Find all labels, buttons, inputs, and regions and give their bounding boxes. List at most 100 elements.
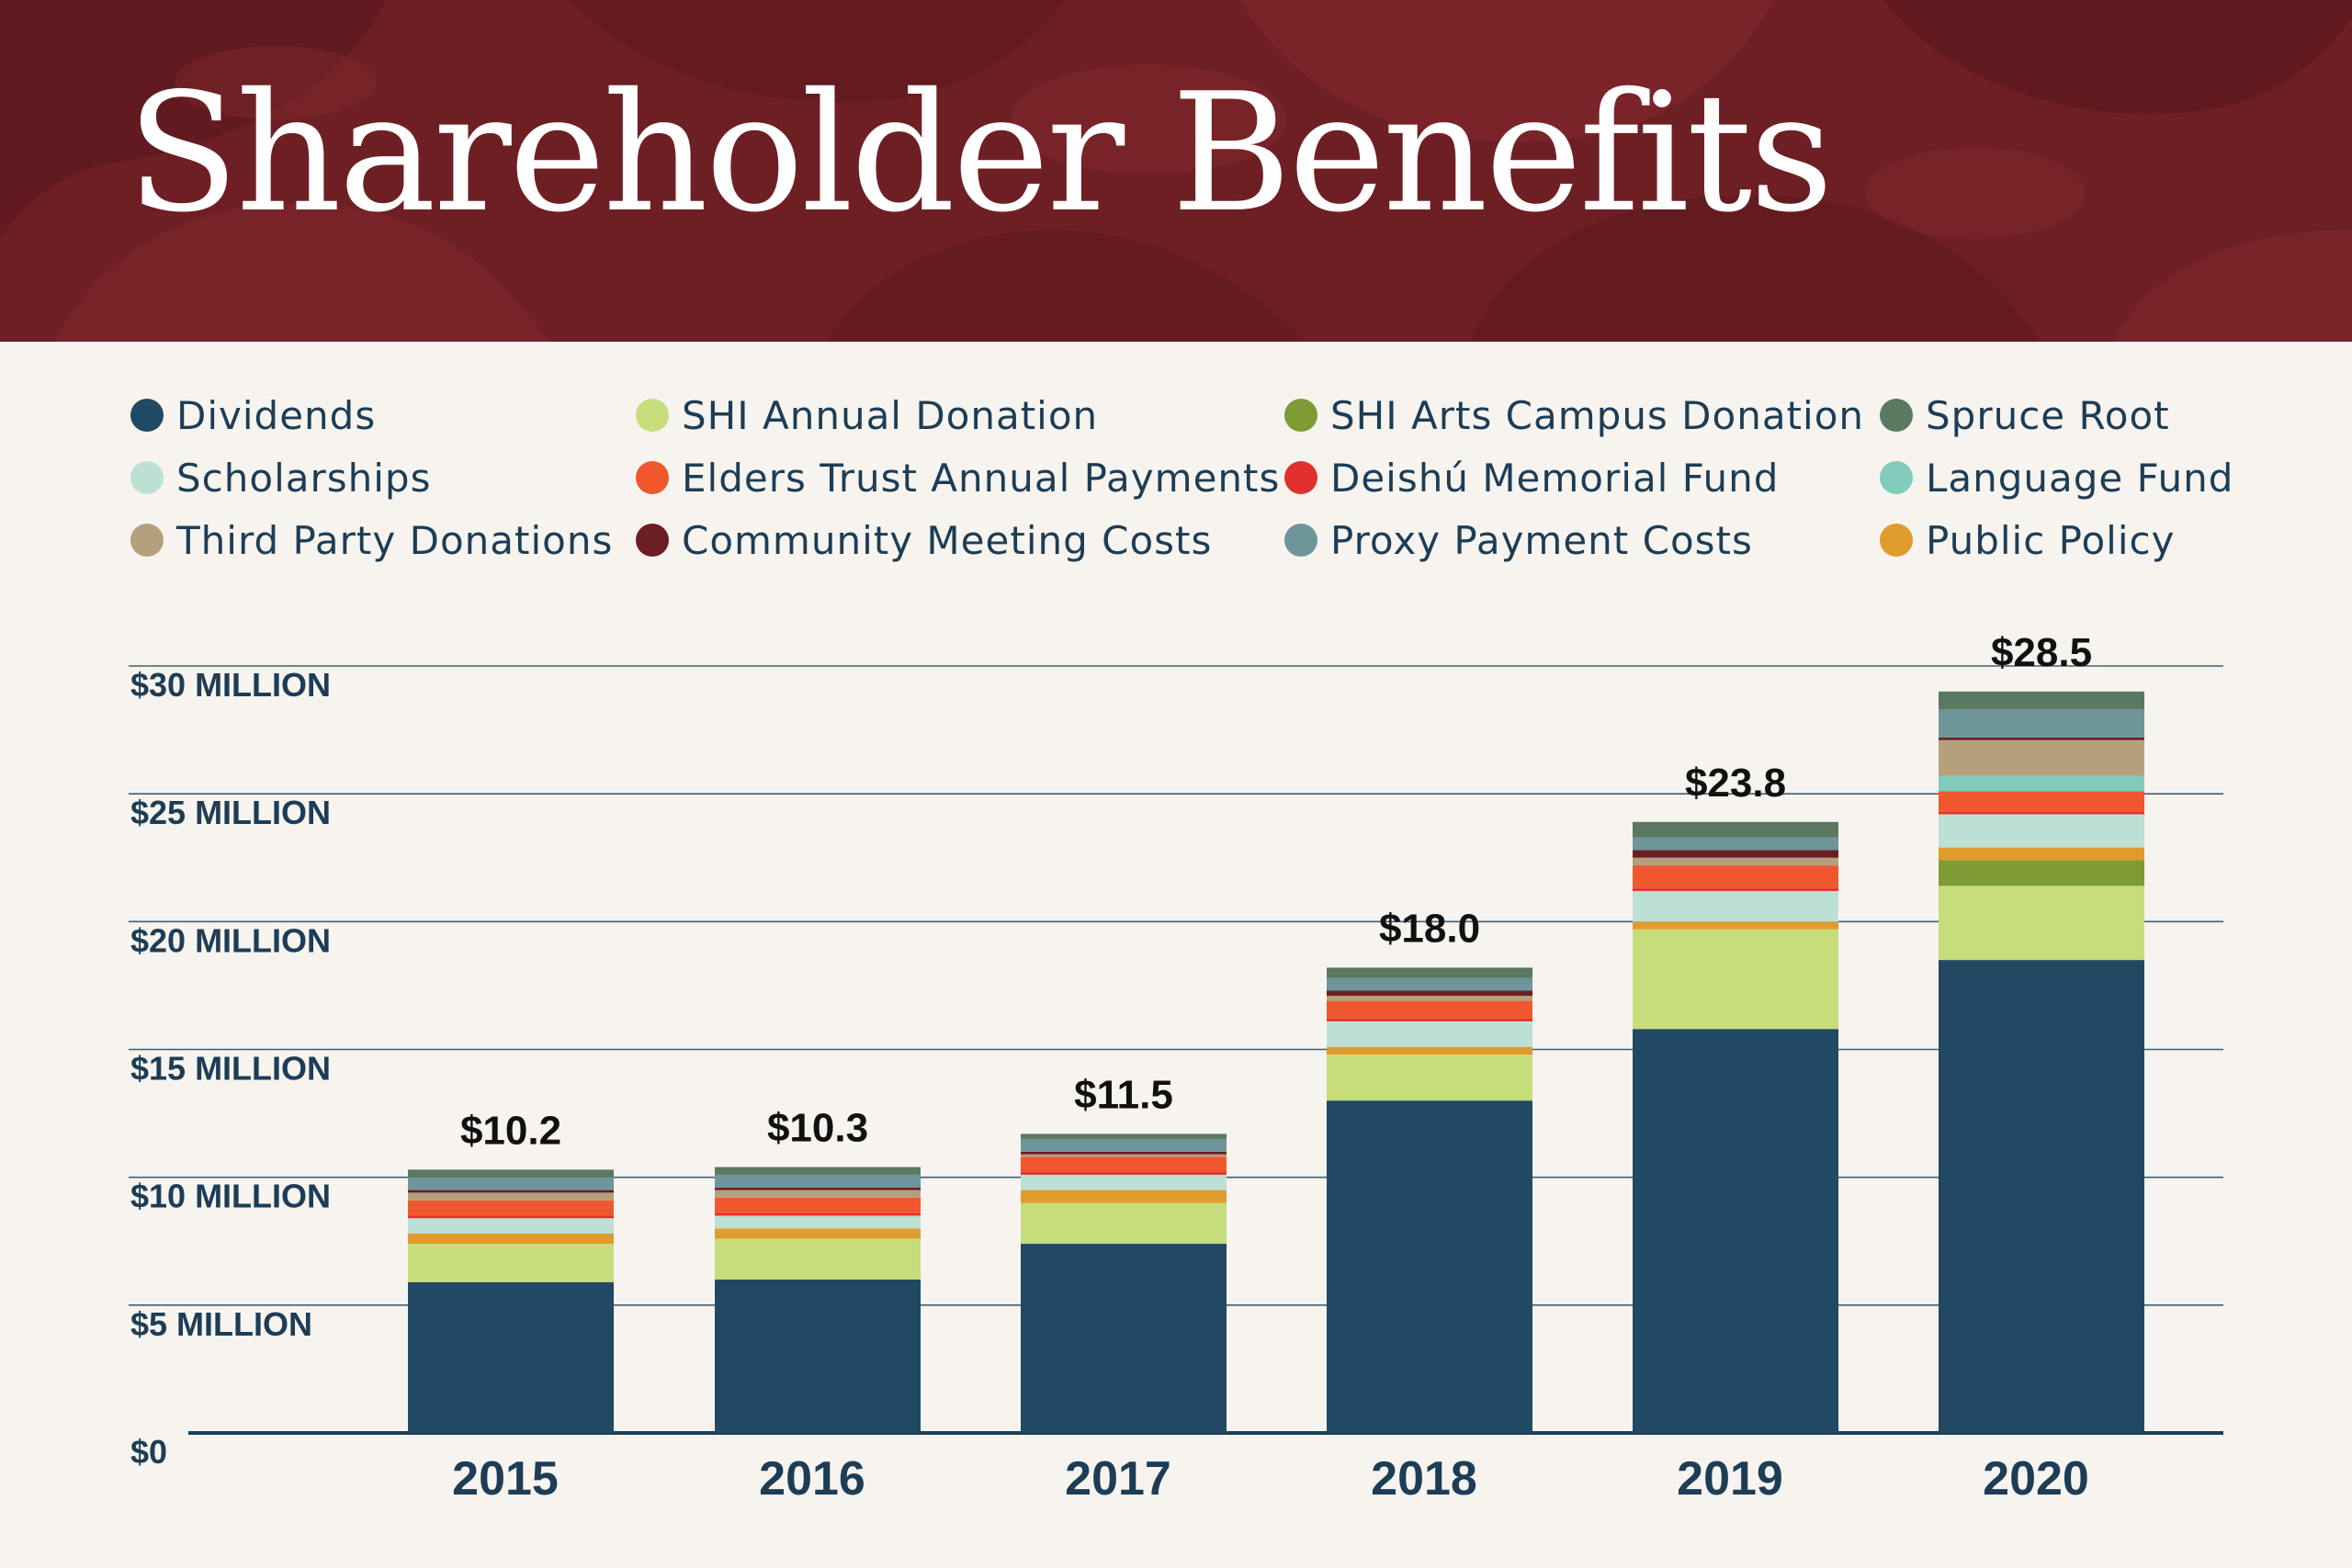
legend-swatch	[130, 461, 164, 494]
bar-segment	[1939, 737, 2144, 740]
bar-total-label: $18.0	[1379, 906, 1480, 951]
bar-segment	[408, 1200, 614, 1216]
bar-segment	[1633, 821, 1838, 838]
y-tick-label: $20 MILLION	[130, 921, 331, 959]
bar-total-label: $28.5	[1991, 630, 2092, 675]
legend-item: Deishú Memorial Fund	[1284, 450, 1779, 505]
bar-segment	[1939, 775, 2144, 792]
legend-swatch	[130, 399, 164, 432]
bar-segment	[1021, 1154, 1227, 1157]
bar-segment	[715, 1187, 921, 1190]
bar-segment	[715, 1213, 921, 1216]
bar-segment	[1021, 1172, 1227, 1175]
legend-label: Spruce Root	[1926, 392, 2170, 438]
bar-segment	[1633, 837, 1838, 851]
bar-segment	[408, 1169, 614, 1178]
bar-total-label: $23.8	[1685, 761, 1786, 806]
bar-segment	[1633, 888, 1838, 891]
bar-segment	[1939, 811, 2144, 815]
legend-item: Spruce Root	[1880, 388, 2170, 443]
legend-item: Proxy Payment Costs	[1284, 513, 1753, 568]
legend-swatch	[1284, 399, 1317, 432]
bar-segment	[1327, 977, 1532, 991]
legend-swatch	[1880, 524, 1913, 557]
y-tick-label: $15 MILLION	[130, 1050, 331, 1088]
bar-segment	[1633, 857, 1838, 866]
x-tick-label: 2019	[1677, 1452, 1783, 1506]
legend-label: Deishú Memorial Fund	[1330, 455, 1780, 501]
banner-pattern	[0, 0, 2352, 342]
legend-label: Dividends	[176, 392, 377, 438]
bar-segment	[1327, 990, 1532, 997]
bar-segment	[408, 1281, 614, 1433]
bar-segment	[408, 1233, 614, 1245]
legend-label: Proxy Payment Costs	[1330, 517, 1753, 563]
bar-segment	[1939, 886, 2144, 961]
legend-swatch	[636, 461, 669, 494]
bar-segment	[1327, 996, 1532, 1001]
legend-label: SHI Annual Donation	[682, 392, 1099, 438]
bar-segment	[1939, 960, 2144, 1433]
bar-total-label: $10.2	[460, 1108, 561, 1153]
legend-label: Public Policy	[1926, 517, 2176, 563]
bar-segment	[1939, 709, 2144, 738]
bar-segment	[1021, 1202, 1227, 1245]
bar-segment	[1327, 1019, 1532, 1021]
page-title: Shareholder Benefits	[127, 58, 1834, 248]
bar-segment	[1021, 1190, 1227, 1203]
legend-swatch	[636, 524, 669, 557]
x-tick-label: 2020	[1983, 1452, 2089, 1506]
bar-segment	[1939, 860, 2144, 886]
bar-segment	[715, 1228, 921, 1239]
legend-label: Scholarships	[176, 455, 432, 501]
bar-segment	[408, 1218, 614, 1234]
bar-segment	[1327, 1021, 1532, 1047]
bar-segment	[1021, 1151, 1227, 1155]
bar-segment	[1327, 1100, 1532, 1433]
bar-segment	[1939, 814, 2144, 848]
bar-segment	[1327, 967, 1532, 978]
bar-segment	[715, 1215, 921, 1229]
bar-total-label: $11.5	[1074, 1072, 1173, 1117]
legend-item: Elders Trust Annual Payments	[636, 450, 1280, 505]
bar-segment	[1021, 1174, 1227, 1190]
legend-swatch	[636, 399, 669, 432]
bar-segment	[1327, 1000, 1532, 1020]
y-tick-label: $0	[130, 1433, 167, 1471]
bar-segment	[1633, 1029, 1838, 1433]
bar-segment	[1939, 691, 2144, 710]
y-tick-label: $25 MILLION	[130, 794, 331, 831]
bar-segment	[1633, 890, 1838, 922]
bar-segment	[1939, 847, 2144, 861]
bar-total-label: $10.3	[767, 1106, 868, 1151]
legend-item: Language Fund	[1880, 450, 2233, 505]
bar-segment	[715, 1197, 921, 1213]
legend-item: SHI Arts Campus Donation	[1284, 388, 1864, 443]
bar-segment	[1633, 921, 1838, 930]
x-tick-label: 2016	[759, 1452, 865, 1506]
bar-segment	[1939, 791, 2144, 812]
bar-segment	[1633, 850, 1838, 858]
bar-segment	[408, 1215, 614, 1219]
y-tick-label: $30 MILLION	[130, 666, 331, 704]
x-tick-label: 2017	[1065, 1452, 1171, 1506]
legend-swatch	[1284, 461, 1317, 494]
bar-segment	[1327, 1046, 1532, 1055]
bar-segment	[1021, 1138, 1227, 1152]
legend-label: Third Party Donations	[176, 517, 614, 563]
bar-segment	[715, 1280, 921, 1433]
y-tick-label: $5 MILLION	[130, 1305, 312, 1343]
bar-segment	[715, 1238, 921, 1280]
bar-segment	[1633, 865, 1838, 889]
bar-segment	[715, 1190, 921, 1198]
legend-label: Language Fund	[1926, 455, 2234, 501]
bar-segment	[1939, 739, 2144, 776]
legend-swatch	[1284, 524, 1317, 557]
header-banner: Shareholder Benefits	[0, 0, 2352, 342]
bar-segment	[408, 1177, 614, 1190]
legend-item: Dividends	[130, 388, 376, 443]
legend-item: Community Meeting Costs	[636, 513, 1212, 568]
legend-label: SHI Arts Campus Donation	[1330, 392, 1865, 438]
bar-segment	[408, 1192, 614, 1201]
